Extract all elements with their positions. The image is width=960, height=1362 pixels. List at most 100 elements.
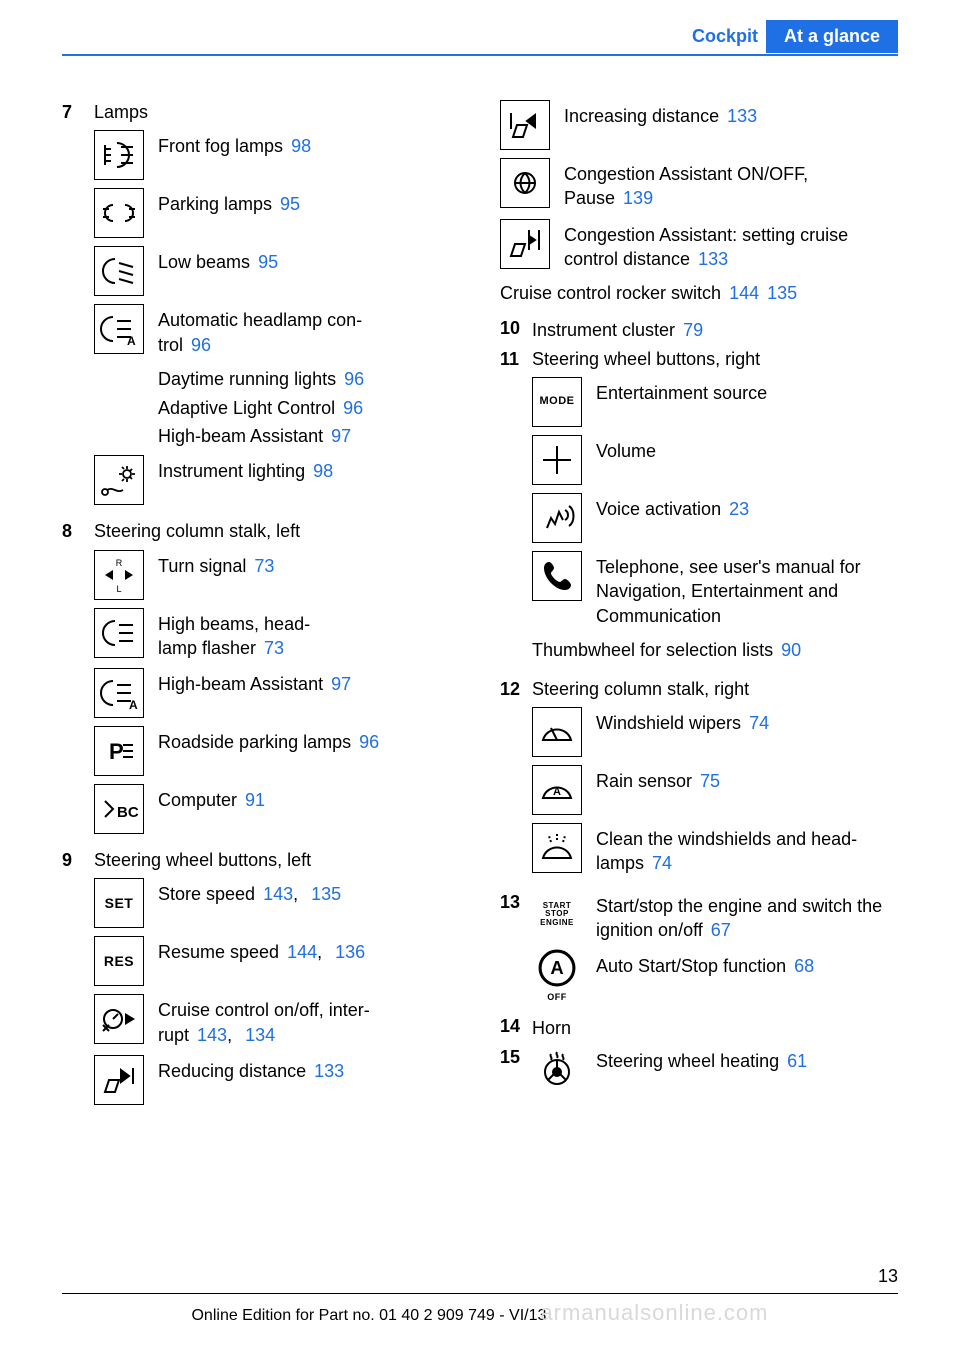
page-ref[interactable]: 134	[245, 1025, 275, 1045]
section-8-num: 8	[62, 519, 94, 842]
item-parking-lamps: Parking lamps95	[94, 188, 460, 238]
start-stop-icon: START STOP ENGINE	[532, 890, 582, 940]
set-icon: SET	[94, 878, 144, 928]
page-ref[interactable]: 136	[335, 942, 365, 962]
page-ref[interactable]: 144	[287, 942, 317, 962]
item-front-fog: Front fog lamps98	[94, 130, 460, 180]
item-label: Computer	[158, 790, 237, 810]
page-ref[interactable]: 98	[313, 461, 333, 481]
item-instrument-lighting: Instrument lighting98	[94, 455, 460, 505]
highbeam-assist-icon: A	[94, 668, 144, 718]
section-9: 9 Steering wheel buttons, left SET Store…	[62, 848, 460, 1113]
svg-text:BC: BC	[117, 804, 139, 821]
page-ref[interactable]: 135	[311, 884, 341, 904]
parking-lamps-icon	[94, 188, 144, 238]
item-label: Volume	[596, 441, 656, 461]
page-ref[interactable]: 23	[729, 499, 749, 519]
low-beams-icon	[94, 246, 144, 296]
right-column: Increasing distance133 Congestion Assist…	[500, 100, 898, 1252]
item-label: Low beams	[158, 252, 250, 272]
section-7-num: 7	[62, 100, 94, 513]
item-computer: BC Computer 91	[94, 784, 460, 834]
footer-watermark: armanualsonline.com	[540, 1300, 768, 1325]
page-ref[interactable]: 79	[683, 320, 703, 340]
wipers-icon	[532, 707, 582, 757]
item-daytime-running: Daytime running lights96	[158, 365, 460, 394]
footer-rule	[62, 1293, 898, 1294]
section-14-num: 14	[500, 1014, 532, 1043]
page-ref[interactable]: 135	[767, 283, 797, 303]
item-voice: Voice activation23	[532, 493, 898, 543]
page-ref[interactable]: 90	[781, 640, 801, 660]
item-high-beams: High beams, head‐ lamp flasher73	[94, 608, 460, 661]
page-ref[interactable]: 61	[787, 1051, 807, 1071]
page-ref[interactable]: 75	[700, 771, 720, 791]
page-ref[interactable]: 67	[711, 920, 731, 940]
section-10-label: Instrument cluster	[532, 320, 675, 340]
item-cruise-rocker: Cruise control rocker switch144135	[500, 279, 898, 308]
page-ref[interactable]: 74	[749, 713, 769, 733]
page-ref[interactable]: 139	[623, 188, 653, 208]
page-ref[interactable]: 68	[794, 956, 814, 976]
item-start-stop: START STOP ENGINE Start/stop the engine …	[532, 890, 898, 943]
header: Cockpit At a glance	[692, 20, 898, 53]
item-label: Rain sensor	[596, 771, 692, 791]
increase-distance-icon	[500, 100, 550, 150]
section-9-num: 9	[62, 848, 94, 1113]
svg-text:R: R	[116, 558, 123, 568]
page-ref[interactable]: 96	[344, 369, 364, 389]
item-label: Start/stop the engine and switch the ign…	[596, 896, 882, 940]
section-8: 8 Steering column stalk, left RL Turn si…	[62, 519, 460, 842]
footer: 13 Online Edition for Part no. 01 40 2 9…	[62, 1266, 898, 1326]
page-ref[interactable]: 95	[258, 252, 278, 272]
svg-text:A: A	[550, 957, 563, 978]
section-13: 13 START STOP ENGINE Start/stop the engi…	[500, 890, 898, 1009]
page-ref[interactable]: 96	[359, 732, 379, 752]
high-beams-icon	[94, 608, 144, 658]
page-ref[interactable]: 133	[314, 1061, 344, 1081]
voice-icon	[532, 493, 582, 543]
item-clean-windshield: Clean the windshields and head‐ lamps74	[532, 823, 898, 876]
page-ref[interactable]: 96	[191, 335, 211, 355]
clean-windshield-icon	[532, 823, 582, 873]
item-auto-headlamp: A Automatic headlamp con‐ trol96	[94, 304, 460, 357]
item-label: Windshield wipers	[596, 713, 741, 733]
computer-icon: BC	[94, 784, 144, 834]
section-11: 11 Steering wheel buttons, right MODE En…	[500, 347, 898, 671]
item-label: Clean the windshields and head‐ lamps	[596, 829, 857, 873]
page-ref[interactable]: 97	[331, 426, 351, 446]
item-wheel-heating: Steering wheel heating61	[532, 1045, 898, 1095]
page-ref[interactable]: 143	[197, 1025, 227, 1045]
item-cruise-onoff: Cruise control on/off, inter‐ rupt143, 1…	[94, 994, 460, 1047]
left-column: 7 Lamps Front fog lamps98 Parking lamps9…	[62, 100, 460, 1252]
mode-icon: MODE	[532, 377, 582, 427]
item-label: Congestion Assistant ON/OFF, Pause	[564, 164, 808, 208]
item-label: Resume speed	[158, 942, 279, 962]
section-15: 15 Steering wheel heating61	[500, 1045, 898, 1103]
instrument-lighting-icon	[94, 455, 144, 505]
turn-signal-icon: RL	[94, 550, 144, 600]
wheel-heating-icon	[532, 1045, 582, 1095]
section-15-num: 15	[500, 1045, 532, 1103]
item-entertainment: MODE Entertainment source	[532, 377, 898, 427]
section-12-num: 12	[500, 677, 532, 884]
page-ref[interactable]: 73	[264, 638, 284, 658]
congestion-setting-icon	[500, 219, 550, 269]
page-ref[interactable]: 143	[263, 884, 293, 904]
page-ref[interactable]: 144	[729, 283, 759, 303]
item-highbeam-assist-2: A High-beam Assistant97	[94, 668, 460, 718]
page-ref[interactable]: 133	[698, 249, 728, 269]
page-ref[interactable]: 95	[280, 194, 300, 214]
page-ref[interactable]: 73	[254, 556, 274, 576]
page-ref[interactable]: 133	[727, 106, 757, 126]
section-13-num: 13	[500, 890, 532, 1009]
page-ref[interactable]: 91	[245, 790, 265, 810]
auto-startstop-icon: A OFF	[532, 950, 582, 1000]
page-ref[interactable]: 98	[291, 136, 311, 156]
section-12-title: Steering column stalk, right	[532, 677, 898, 701]
item-label: Auto Start/Stop function	[596, 956, 786, 976]
page-ref[interactable]: 97	[331, 674, 351, 694]
section-14: 14 Horn	[500, 1014, 898, 1043]
page-ref[interactable]: 96	[343, 398, 363, 418]
page-ref[interactable]: 74	[652, 853, 672, 873]
